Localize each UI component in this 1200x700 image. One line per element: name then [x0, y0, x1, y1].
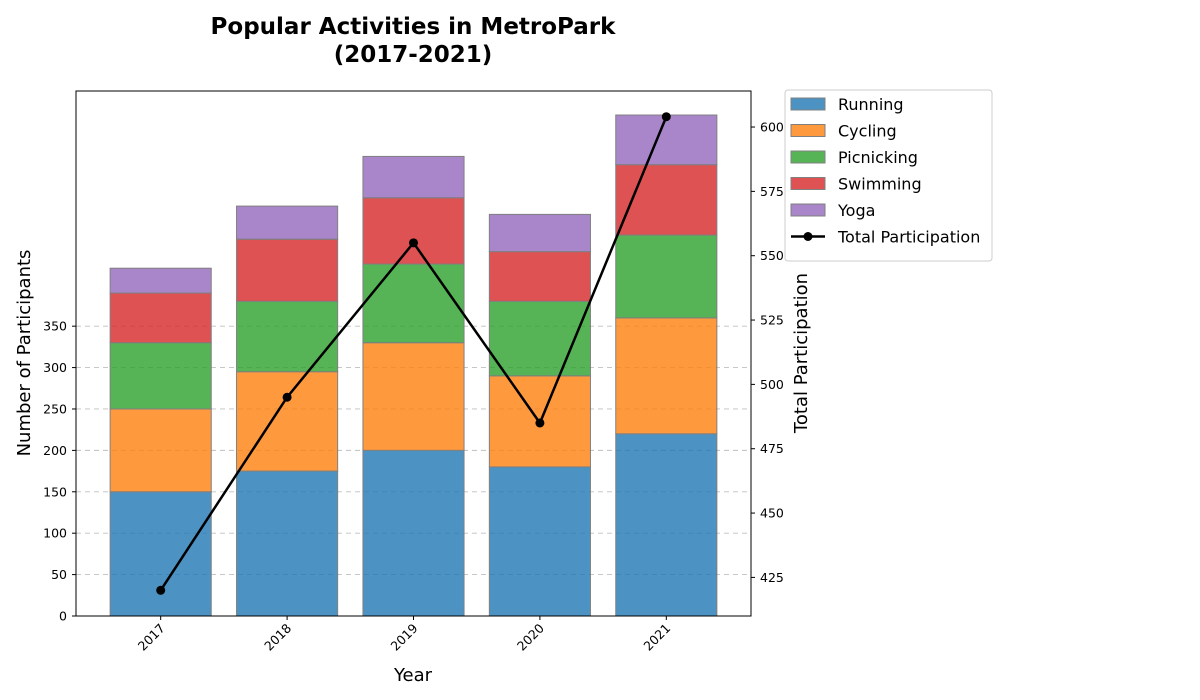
total-point-2020 — [535, 418, 545, 428]
legend-swatch — [790, 150, 826, 164]
bar-swimming-2018 — [236, 238, 339, 302]
bars — [109, 114, 718, 617]
legend-label: Cycling — [838, 122, 897, 141]
legend-line-marker — [803, 232, 813, 241]
legend-swatch — [790, 203, 826, 217]
y2-tick-label: 600 — [760, 120, 784, 135]
x-tick-label: 2017 — [135, 621, 168, 654]
bar-yoga-2017 — [109, 267, 212, 294]
bar-cycling-2017 — [109, 408, 212, 493]
bar-picnicking-2019 — [362, 263, 465, 344]
legend-swatch — [790, 97, 826, 111]
y2-tick-label: 450 — [760, 506, 784, 521]
bar-cycling-2018 — [236, 371, 339, 472]
bar-yoga-2019 — [362, 155, 465, 199]
y-tick-label: 250 — [43, 401, 67, 416]
bar-running-2018 — [236, 470, 339, 617]
y2-axis-ticks: 425 450 475 500 525 550 575 600 — [751, 120, 784, 585]
y2-tick-label: 550 — [760, 248, 784, 263]
bar-yoga-2020 — [488, 213, 591, 253]
y-tick-label: 100 — [43, 526, 67, 541]
bar-picnicking-2017 — [109, 342, 212, 410]
y2-axis-label: Total Participation — [791, 273, 812, 434]
y-tick-label: 300 — [43, 360, 67, 375]
legend-box — [784, 89, 993, 262]
chart-title-line-2: (2017-2021) — [334, 42, 493, 68]
bar-running-2020 — [488, 466, 591, 617]
x-tick-label: 2021 — [640, 621, 673, 654]
bar-cycling-2019 — [362, 342, 465, 451]
total-point-2018 — [282, 392, 292, 402]
y-axis-ticks: 0 50 100 150 200 250 300 350 — [43, 319, 76, 624]
x-tick-label: 2018 — [261, 620, 294, 653]
y-tick-label: 350 — [43, 319, 67, 334]
chart-title-line-1: Popular Activities in MetroPark — [211, 14, 617, 40]
bar-picnicking-2021 — [615, 234, 718, 319]
legend: Running Cycling Picnicking Swimming Yoga Tota… — [784, 89, 993, 262]
y2-tick-label: 425 — [760, 570, 784, 585]
legend-label: Running — [838, 95, 904, 114]
y-tick-label: 200 — [43, 443, 67, 458]
legend-label: Yoga — [837, 201, 875, 220]
bar-swimming-2017 — [109, 292, 212, 344]
x-axis-label: Year — [393, 665, 433, 686]
bar-running-2017 — [109, 491, 212, 617]
bar-swimming-2021 — [615, 164, 718, 236]
x-tick-label: 2019 — [388, 620, 421, 653]
y2-tick-label: 500 — [760, 377, 784, 392]
bar-picnicking-2018 — [236, 300, 339, 373]
y2-tick-label: 475 — [760, 441, 784, 456]
legend-label: Total Participation — [837, 228, 980, 247]
x-tick-label: 2020 — [514, 620, 547, 653]
legend-swatch — [790, 177, 826, 190]
bar-yoga-2018 — [236, 205, 339, 240]
total-point-2017 — [156, 585, 166, 595]
y2-tick-label: 575 — [760, 184, 784, 199]
bar-yoga-2021 — [615, 114, 718, 166]
total-line — [156, 112, 671, 595]
y-tick-label: 150 — [43, 484, 67, 499]
legend-swatch — [790, 124, 826, 137]
bar-swimming-2020 — [488, 251, 591, 302]
y-axis-label: Number of Participants — [14, 250, 35, 457]
y2-tick-label: 525 — [760, 313, 784, 328]
bar-swimming-2019 — [362, 197, 465, 265]
bar-running-2019 — [362, 449, 465, 617]
bar-running-2021 — [615, 433, 718, 617]
total-point-2019 — [409, 238, 418, 248]
x-axis-ticks: 2017 2018 2019 2020 2021 — [135, 616, 673, 654]
legend-label: Picnicking — [838, 148, 918, 167]
total-point-2021 — [661, 112, 671, 122]
legend-label: Swimming — [838, 175, 922, 194]
y-tick-label: 0 — [59, 609, 67, 624]
y-tick-label: 50 — [51, 567, 67, 582]
bar-cycling-2021 — [615, 317, 718, 435]
